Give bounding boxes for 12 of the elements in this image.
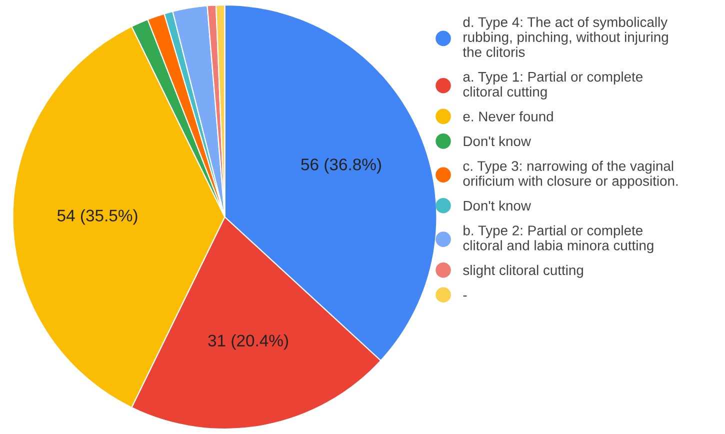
- legend-label: e. Never found: [463, 111, 553, 122]
- legend-label: b. Type 2: Partial or complete clitoral and labia minora cutting: [463, 225, 654, 254]
- legend-label: a. Type 1: Partial or complete clitoral cutting: [463, 72, 642, 100]
- legend-label: Don't know: [464, 136, 532, 146]
- data-label: 54 (35.5%): [57, 209, 138, 225]
- data-label: 31 (20.4%): [208, 334, 288, 350]
- legend-label: c. Type 3: narrowing of the vaginal orificium with closure or apposition.: [463, 160, 678, 189]
- data-label: 56 (36.8%): [301, 158, 381, 174]
- legend-label: slight clitoral cutting: [463, 264, 584, 278]
- legend-label: -: [463, 295, 467, 297]
- legend-label: Don't know: [464, 200, 532, 211]
- legend-label: d. Type 4: The act of symbolically rubbing, pinching, without injuring the clitoris: [462, 16, 668, 57]
